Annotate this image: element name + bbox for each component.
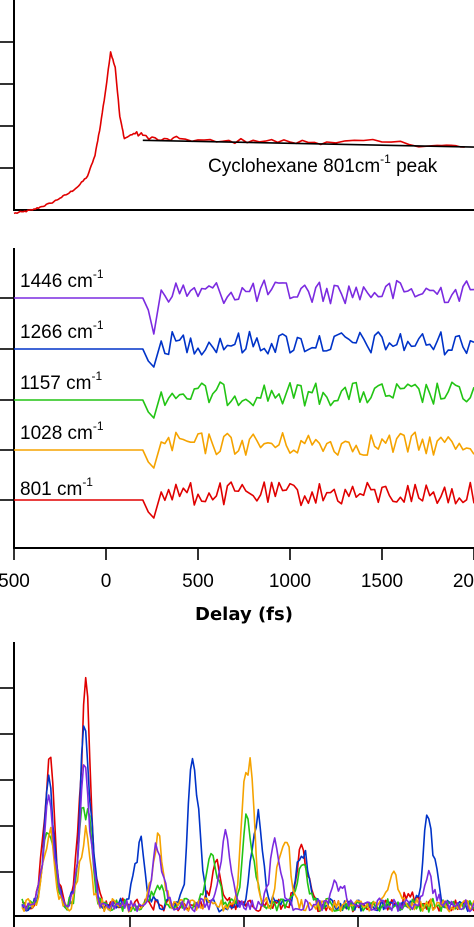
middle-panel-x-tick-label: 0: [101, 571, 112, 592]
middle-panel-x-tick-label: 500: [0, 571, 30, 592]
delay-axis-label: Delay (fs): [195, 604, 293, 625]
middle-panel-x-tick-label: 1000: [269, 571, 311, 592]
top-panel: Cyclohexane 801cm-1 peak: [0, 0, 474, 215]
middle-panel-x-tick-label: 2000: [453, 571, 474, 592]
trace-1157-cm: [14, 381, 474, 419]
series-label-1157-cm: 1157 cm-1: [20, 369, 102, 394]
red-signal-trace: [13, 51, 465, 215]
cyclohexane-annotation: Cyclohexane 801cm-1 peak: [208, 152, 438, 177]
trace-1446-cm: [14, 279, 474, 335]
middle-panel-x-tick-label: 1500: [361, 571, 403, 592]
bottom-panel: [0, 642, 474, 927]
trace-1028-cm: [14, 431, 474, 469]
spectrum-trace: [21, 764, 474, 913]
series-label-1266-cm: 1266 cm-1: [20, 318, 104, 343]
series-label-801-cm: 801 cm-1: [20, 475, 93, 500]
spectrum-trace: [21, 757, 474, 913]
trace-1266-cm: [14, 330, 474, 368]
trace-801-cm: [14, 481, 474, 519]
series-label-1028-cm: 1028 cm-1: [20, 419, 104, 444]
middle-panel-x-tick-label: 500: [182, 571, 214, 592]
series-label-1446-cm: 1446 cm-1: [20, 267, 104, 292]
black-fit-line: [142, 139, 474, 148]
middle-panel: 500 0 500 1000 1500 2000 1446 cm-1 1266 cm-1 11…: [0, 248, 474, 625]
